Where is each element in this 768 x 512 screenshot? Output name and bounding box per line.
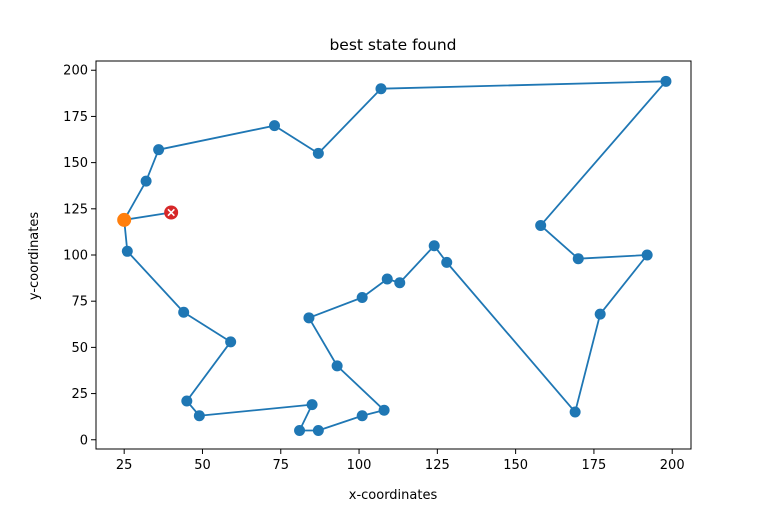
route-point <box>375 83 387 95</box>
axes: 25 50 75 100 125 150 175 200 0 25 50 75 100 125 150 175… <box>63 60 692 473</box>
route-point <box>312 147 324 159</box>
route-point <box>193 410 205 422</box>
route-point <box>660 75 672 87</box>
y-tick-label: 125 <box>63 202 88 217</box>
route-point <box>569 406 581 418</box>
x-tick-label: 125 <box>425 458 450 473</box>
route-point <box>641 249 653 261</box>
y-tick-label: 0 <box>80 433 88 448</box>
x-tick-label: 25 <box>116 458 133 473</box>
route-point <box>381 273 393 285</box>
route-point <box>356 410 368 422</box>
route-point <box>294 425 306 437</box>
route-point <box>441 256 453 268</box>
route-point <box>356 291 368 303</box>
x-tick-label: 75 <box>272 458 289 473</box>
route-point <box>378 404 390 416</box>
x-tick-label: 175 <box>582 458 607 473</box>
y-tick-label: 175 <box>63 110 88 125</box>
route-point <box>331 360 343 372</box>
y-axis-label: y-coordinates <box>27 212 42 300</box>
x-tick-label: 200 <box>660 458 685 473</box>
route-point <box>594 308 606 320</box>
route-point <box>121 245 133 257</box>
start-point-marker <box>117 212 132 227</box>
plot-area <box>117 75 672 437</box>
route-point <box>178 306 190 318</box>
route-point <box>428 240 440 252</box>
route-point <box>394 277 406 289</box>
route-point <box>140 175 152 187</box>
route-point <box>181 395 193 407</box>
y-tick-label: 50 <box>71 341 88 356</box>
y-tick-label: 100 <box>63 249 88 264</box>
route-point <box>269 120 280 132</box>
y-tick-label: 25 <box>71 387 88 402</box>
route-point <box>572 253 584 265</box>
x-tick-label: 100 <box>347 458 372 473</box>
route-point <box>312 425 324 437</box>
x-tick-label: 150 <box>503 458 528 473</box>
chart-title: best state found <box>329 36 456 54</box>
y-tick-label: 75 <box>71 295 88 310</box>
y-tick-label: 150 <box>63 156 88 171</box>
end-point-x-icon <box>167 208 175 217</box>
x-axis-label: x-coordinates <box>349 488 438 503</box>
y-tick-label: 200 <box>63 64 88 79</box>
route-point <box>153 144 165 156</box>
route-point <box>303 312 315 324</box>
route-point <box>306 399 318 411</box>
x-tick-label: 50 <box>194 458 211 473</box>
route-point <box>225 336 237 348</box>
route-point <box>535 219 547 231</box>
